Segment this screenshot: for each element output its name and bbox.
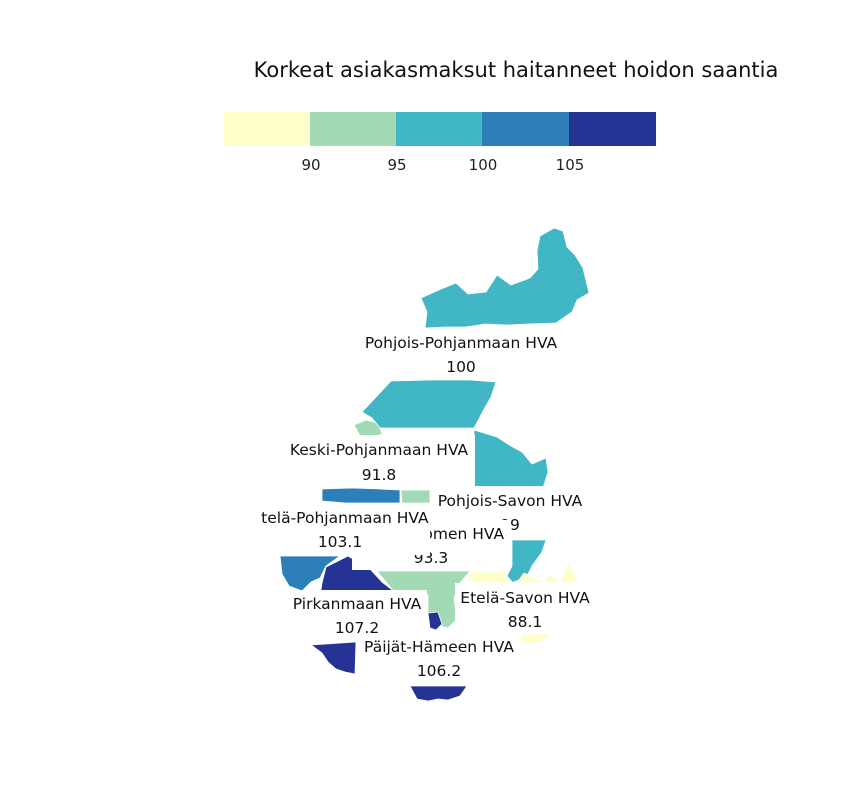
- region-paijat-hame: [427, 611, 443, 631]
- label-keski-pohjanmaa-name: Keski-Pohjanmaan HVA: [290, 441, 469, 459]
- label-pohjois-savo-name: Pohjois-Savon HVA: [438, 492, 583, 510]
- region-pirkanmaa-south: [310, 641, 357, 675]
- region-labels: Pohjois-Pohjanmaan HVA 100 Keski-Pohjanm…: [248, 329, 595, 685]
- label-bg-paijat-hame: [357, 633, 521, 685]
- label-keski-pohjanmaa-value: 91.8: [362, 466, 397, 484]
- map-regions: [279, 227, 590, 702]
- label-pirkanmaa-value: 107.2: [335, 619, 379, 637]
- region-etela-pohjanmaa: [321, 487, 401, 504]
- label-pirkanmaa-name: Pirkanmaan HVA: [293, 595, 422, 613]
- legend-tick-100: 100: [469, 156, 498, 174]
- region-pohjois-pohjanmaa: [420, 227, 590, 329]
- region-etela-pohjanmaa-south: [279, 555, 341, 592]
- label-bg-etela-savo: [455, 583, 595, 634]
- label-bg-pohjois-pohjanmaa: [360, 329, 562, 379]
- legend-tick-90: 90: [301, 156, 320, 174]
- label-etela-savo-value: 88.1: [508, 613, 543, 631]
- left-edge-mask: [0, 490, 261, 550]
- label-bg-etela-pohjanmaa: [248, 503, 430, 555]
- label-paijat-hame-value: 106.2: [417, 662, 461, 680]
- legend-bin-5: [569, 112, 656, 146]
- legend-tick-105: 105: [556, 156, 585, 174]
- legend-bin-3: [396, 112, 483, 146]
- label-paijat-hame-name: Päijät-Hämeen HVA: [364, 638, 514, 656]
- legend-tick-95: 95: [387, 156, 406, 174]
- label-pohjois-pohjanmaa-value: 100: [446, 358, 476, 376]
- label-pohjois-pohjanmaa-name: Pohjois-Pohjanmaan HVA: [365, 334, 558, 352]
- label-bg-keski-pohjanmaa: [283, 435, 475, 487]
- legend-bin-2: [310, 112, 397, 146]
- legend-bin-1: [224, 112, 311, 146]
- region-pohjois-savo: [473, 429, 549, 489]
- legend-bin-4: [482, 112, 569, 146]
- label-etela-pohjanmaa-value: 103.1: [318, 533, 362, 551]
- legend: 90 95 100 105: [224, 112, 656, 174]
- region-keski-suomi: [400, 489, 431, 504]
- region-pohjois-pohjanmaa-south: [361, 379, 497, 429]
- region-etela-savo-south: [518, 633, 553, 645]
- label-etela-pohjanmaa-name: Etelä-Pohjanmaan HVA: [251, 509, 429, 527]
- region-paijat-hame-south: [409, 685, 468, 702]
- label-etela-savo-name: Etelä-Savon HVA: [460, 589, 590, 607]
- map-title: Korkeat asiakasmaksut haitanneet hoidon …: [254, 58, 779, 82]
